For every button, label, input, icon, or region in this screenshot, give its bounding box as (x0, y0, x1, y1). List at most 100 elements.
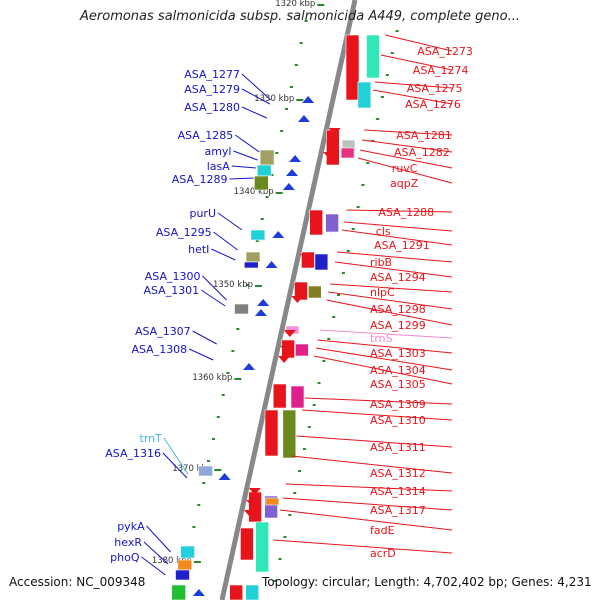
left-gene-label: pykA (117, 520, 145, 533)
left-gene-label: trnT (140, 432, 163, 445)
left-leader-line (213, 231, 238, 251)
reverse-feature (245, 251, 261, 263)
tick-mark (307, 426, 311, 428)
forward-feature (290, 385, 305, 409)
reverse-arrow (192, 589, 205, 596)
tick-mark (346, 250, 350, 252)
right-gene-label: ASA_1299 (370, 319, 426, 332)
scale-tick (255, 285, 262, 287)
reverse-feature (177, 559, 193, 571)
tick-mark (207, 460, 210, 462)
scale-label: 1330 kbp (254, 94, 294, 104)
left-gene-label: purU (189, 207, 216, 220)
tick-mark (341, 272, 345, 274)
tick-mark (216, 416, 220, 418)
forward-feature (307, 285, 322, 299)
right-leader-line (326, 299, 453, 326)
left-gene-label: ASA_1285 (178, 129, 234, 142)
forward-arrow (300, 254, 313, 261)
left-gene-label: ASA_1277 (184, 68, 240, 81)
left-leader-line (163, 437, 189, 475)
scale-tick (317, 4, 325, 6)
tick-mark (298, 470, 301, 472)
tick-mark (385, 74, 389, 76)
left-gene-label: ASA_1301 (143, 284, 199, 297)
left-leader-line (143, 541, 169, 565)
tick-mark (322, 360, 326, 362)
right-gene-label: ASA_1275 (407, 82, 463, 95)
left-leader-line (211, 248, 236, 261)
reverse-feature (198, 465, 213, 477)
right-leader-line (334, 261, 453, 278)
right-leader-line (374, 81, 453, 89)
tick-mark (236, 328, 240, 330)
right-leader-line (304, 397, 453, 405)
forward-feature (357, 81, 372, 109)
tick-mark (273, 580, 277, 582)
reverse-feature (244, 261, 259, 269)
right-leader-line (282, 497, 453, 511)
right-gene-label: ASA_1304 (370, 364, 426, 377)
right-gene-label: ASA_1282 (394, 146, 450, 159)
forward-arrow (280, 346, 293, 353)
reverse-feature (180, 545, 195, 559)
reverse-feature (171, 584, 186, 600)
right-gene-label: ASA_1303 (370, 347, 426, 360)
accession-text: Accession: NC_009348 (9, 575, 146, 589)
right-gene-label: acrD (370, 547, 396, 560)
left-leader-line (241, 106, 268, 119)
scale-tick (193, 561, 201, 563)
right-leader-line (328, 291, 453, 310)
tick-mark (361, 184, 365, 186)
left-leader-line (241, 73, 272, 101)
forward-arrow (278, 356, 291, 363)
scale-tick (214, 469, 222, 471)
right-leader-line (317, 339, 453, 354)
reverse-arrow (218, 473, 231, 480)
right-leader-line (291, 455, 453, 474)
tick-mark (285, 108, 289, 110)
backbone-line (219, 0, 358, 600)
forward-feature (255, 521, 269, 573)
forward-arrow (325, 140, 338, 147)
left-gene-label: amyl (204, 145, 231, 158)
tick-mark (304, 20, 308, 22)
right-leader-line (279, 509, 453, 531)
tick-mark (197, 504, 201, 506)
right-leader-line (329, 283, 453, 293)
tick-mark (260, 218, 264, 220)
scale-label: 1360 kbp (192, 373, 232, 383)
left-leader-line (146, 525, 171, 553)
right-gene-label: trnS (370, 332, 393, 345)
reverse-feature (256, 164, 272, 177)
reverse-feature (234, 303, 249, 315)
forward-arrow (294, 284, 307, 291)
tick-mark (317, 382, 321, 384)
scale-label: 1340 kbp (234, 187, 274, 197)
forward-feature (272, 383, 287, 409)
right-leader-line (273, 539, 453, 554)
right-leader-line (373, 89, 453, 105)
left-gene-label: ASA_1300 (145, 270, 201, 283)
left-gene-label: ASA_1289 (172, 173, 228, 186)
forward-arrow (248, 488, 261, 495)
right-leader-line (361, 139, 453, 153)
tick-mark (294, 64, 298, 66)
reverse-feature (254, 175, 269, 191)
tick-mark (327, 338, 331, 340)
right-gene-label: ASA_1305 (370, 378, 426, 391)
scale-label: 1370 kbp (172, 464, 212, 474)
forward-arrow (243, 510, 256, 517)
left-leader-line (241, 88, 271, 105)
tick-mark (192, 526, 196, 528)
tick-mark (312, 404, 316, 406)
reverse-feature (259, 149, 275, 166)
left-gene-label: lasA (207, 160, 231, 173)
right-gene-label: ASA_1273 (417, 45, 473, 58)
tick-mark (226, 372, 230, 374)
tick-mark (380, 96, 384, 98)
tick-mark (395, 30, 399, 32)
tick-mark (302, 448, 306, 450)
right-leader-line (357, 157, 453, 184)
tick-mark (278, 558, 282, 560)
